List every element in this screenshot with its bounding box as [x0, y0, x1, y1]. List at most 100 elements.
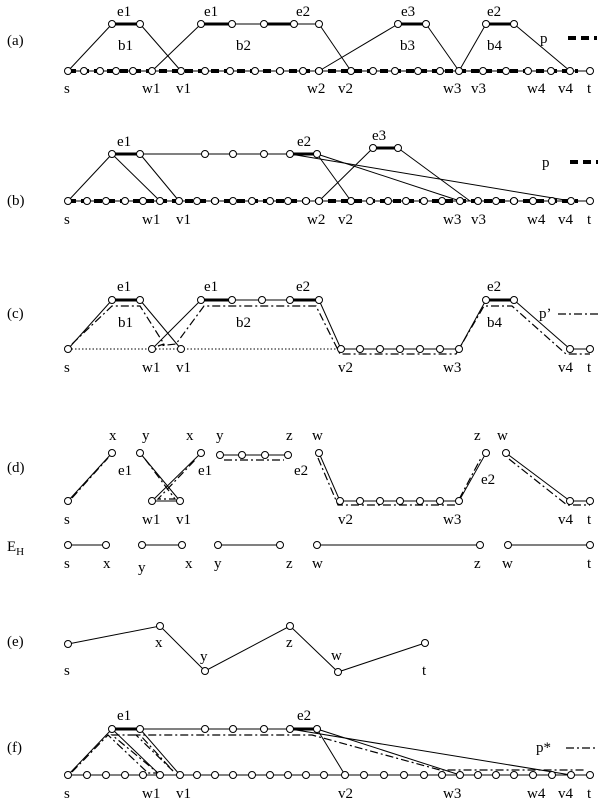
graph-node [567, 771, 575, 779]
graph-node [356, 345, 364, 353]
graph-node [566, 345, 574, 353]
graph-edge [458, 452, 487, 502]
node-label: w3 [443, 786, 461, 802]
graph-node [586, 541, 594, 549]
graph-node [102, 197, 110, 205]
graph-node [129, 67, 137, 75]
node-label: v4 [558, 212, 574, 228]
panel-label-f: (f) [7, 740, 22, 756]
node-label: w [331, 648, 342, 664]
graph-node [416, 497, 424, 505]
graph-node [102, 771, 110, 779]
graph-edges [67, 298, 590, 350]
graph-node [586, 497, 594, 505]
graph-node [197, 20, 205, 28]
graph-node [286, 150, 294, 158]
graph-node [299, 67, 307, 75]
graph-node [360, 771, 368, 779]
graph-node [148, 345, 156, 353]
graph-node [524, 67, 532, 75]
graph-node [347, 197, 355, 205]
graph-node [276, 541, 284, 549]
graph-edge [139, 153, 180, 202]
graph-node [436, 497, 444, 505]
graph-node [313, 725, 321, 733]
graph-edge [139, 299, 182, 350]
node-label: w [312, 428, 323, 444]
graph-node [402, 197, 410, 205]
edge-label: e2 [487, 279, 501, 295]
graph-node [366, 197, 374, 205]
graph-node [64, 541, 72, 549]
graph-node [313, 150, 321, 158]
graph-node [211, 197, 219, 205]
node-label: s [64, 786, 70, 802]
nodes [64, 622, 429, 676]
node-label: x [155, 635, 163, 651]
graph-node [336, 497, 344, 505]
eh-node-label: t [587, 556, 592, 572]
node-label: v2 [338, 81, 353, 97]
graph-node [136, 725, 144, 733]
graph-node [416, 345, 424, 353]
node-label: v1 [176, 786, 191, 802]
graph-edge [318, 299, 342, 350]
graph-node [139, 771, 147, 779]
graph-node [139, 197, 147, 205]
graph-node [376, 345, 384, 353]
eh-node-label: x [103, 556, 111, 572]
graph-node [136, 449, 144, 457]
node-label: v2 [338, 360, 353, 376]
eh-nodes [64, 541, 594, 549]
graph-node [108, 449, 116, 457]
path-p-prime [71, 305, 590, 355]
graph-node [64, 497, 72, 505]
graph-node [315, 449, 323, 457]
node-label: w2 [307, 81, 325, 97]
graph-node [548, 197, 556, 205]
eh-node-label: w [502, 556, 513, 572]
graph-edge [139, 23, 182, 72]
graph-node [148, 67, 156, 75]
graph-edge [111, 153, 161, 202]
graph-node [369, 67, 377, 75]
panel-label-d: (d) [7, 460, 25, 476]
graph-node [482, 296, 490, 304]
graph-node [228, 20, 236, 28]
graph-node [315, 20, 323, 28]
graph-node [102, 541, 110, 549]
node-label: w4 [527, 786, 546, 802]
graph-node [276, 67, 284, 75]
graph-node [64, 771, 72, 779]
graph-node [96, 67, 104, 75]
graph-node [474, 197, 482, 205]
graph-node [422, 20, 430, 28]
graph-node [83, 771, 91, 779]
graph-node [356, 497, 364, 505]
graph-node [177, 345, 185, 353]
graph-node [315, 197, 323, 205]
node-label: v4 [558, 786, 574, 802]
graph-node [414, 67, 422, 75]
node-label: v2 [338, 212, 353, 228]
path-p-star [71, 734, 586, 774]
graph-edge [71, 457, 109, 499]
node-label: w1 [142, 512, 160, 528]
graph-node [566, 67, 574, 75]
node-label: v2 [338, 512, 353, 528]
node-label: v3 [471, 81, 486, 97]
graph-node [260, 150, 268, 158]
graph-node [384, 197, 392, 205]
node-label: v4 [558, 360, 574, 376]
graph-node [112, 67, 120, 75]
edge-label: e2 [297, 708, 311, 724]
graph-edge [139, 728, 181, 776]
graph-edge [318, 23, 399, 72]
eh-label: EH [7, 539, 24, 558]
graph-node [286, 725, 294, 733]
graph-node [476, 541, 484, 549]
graph-edge [508, 458, 590, 506]
graph-node [156, 622, 164, 630]
graph-edge [318, 147, 374, 202]
graph-node [455, 497, 463, 505]
